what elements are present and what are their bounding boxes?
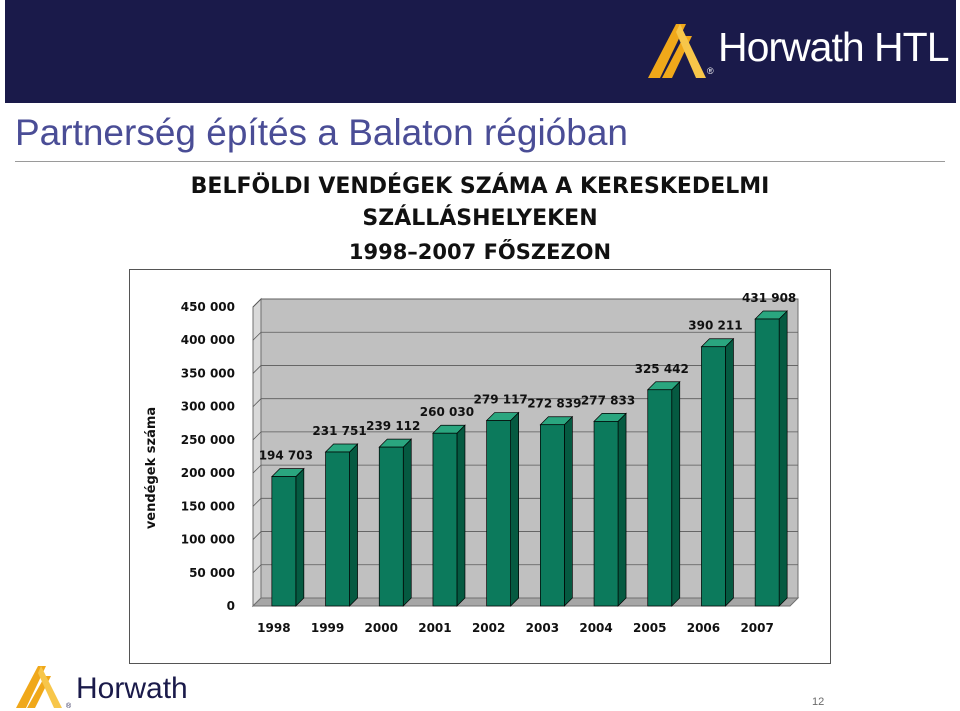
y-tick-label: 300 000 (181, 400, 235, 414)
y-tick-label: 0 (227, 599, 235, 613)
gridline-side (252, 331, 262, 341)
footer-registered-mark: ® (66, 702, 72, 710)
title-divider (15, 161, 945, 162)
bar-side (778, 310, 788, 607)
page-number: 12 (812, 696, 825, 708)
bar (432, 432, 458, 607)
page-title: Partnerség építés a Balaton régióban (15, 112, 628, 153)
gridline-side (252, 564, 262, 574)
x-tick-label: 2001 (418, 621, 451, 635)
x-tick-label: 1999 (311, 621, 344, 635)
gridline-side (252, 298, 262, 308)
bar (540, 424, 565, 607)
horwath-htl-logo (648, 24, 706, 78)
x-tick-label: 2000 (365, 621, 398, 635)
y-tick-label: 150 000 (181, 499, 235, 513)
bar-chart: 0 50 000 100 000 150 000 200 000 250 000 300 0… (144, 291, 800, 635)
x-tick-label: 1998 (257, 621, 290, 635)
data-label: 325 442 (635, 362, 689, 376)
data-label: 231 751 (312, 424, 366, 438)
bar-side (295, 467, 305, 607)
x-tick-label: 2007 (740, 621, 773, 635)
registered-mark: ® (707, 66, 714, 76)
y-tick-label: 350 000 (181, 366, 235, 380)
gridline-side (252, 531, 262, 540)
y-tick-label: 450 000 (181, 300, 235, 314)
x-tick-label: 2003 (526, 621, 559, 635)
bar (701, 346, 726, 607)
x-tick-label: 2004 (579, 621, 612, 635)
y-tick-label: 400 000 (181, 333, 235, 347)
bar-side (456, 424, 466, 607)
chart-title-line-1: BELFÖLDI VENDÉGEK SZÁMA A KERESKEDELMI (190, 174, 770, 199)
data-label: 431 908 (742, 291, 796, 305)
chart-title-line-3: 1998–2007 FŐSZEZON (348, 240, 612, 264)
brand-name: Horwath HTL (718, 24, 950, 70)
bar-side (564, 415, 573, 607)
x-tick-label: 2002 (472, 621, 505, 635)
gridline-side (252, 498, 262, 507)
data-label: 277 833 (581, 393, 635, 407)
bar (325, 451, 350, 607)
horwath-footer-logo: Horwath ® (16, 666, 188, 710)
y-tick-label: 100 000 (181, 533, 235, 547)
bar (754, 318, 780, 607)
bar (647, 389, 673, 607)
bar-side (725, 337, 734, 607)
gridline-side (252, 365, 262, 374)
bar-side (402, 438, 412, 607)
bar (271, 476, 297, 607)
data-label: 272 839 (527, 397, 581, 411)
x-tick-label: 2006 (687, 621, 720, 635)
bar (378, 446, 404, 607)
bar-side (671, 380, 681, 607)
chart-frame: 0 50 000 100 000 150 000 200 000 250 000 300 0… (129, 269, 831, 664)
data-label: 390 211 (688, 319, 742, 333)
y-axis-title: vendégek száma (144, 407, 159, 529)
chart-title-line-2: SZÁLLÁSHELYEKEN (362, 206, 598, 231)
gridline-side (252, 431, 262, 441)
data-label: 260 030 (420, 405, 474, 419)
gridline-side (252, 464, 262, 474)
y-tick-label: 50 000 (189, 566, 235, 580)
footer-brand-text: Horwath (76, 672, 188, 705)
header-band (5, 0, 956, 103)
bar-side (617, 412, 627, 607)
bar-side (349, 443, 358, 607)
bar (486, 420, 511, 607)
y-tick-label: 200 000 (181, 466, 235, 480)
data-label: 239 112 (366, 419, 420, 433)
y-tick-label: 250 000 (181, 433, 235, 447)
bar-side (510, 411, 519, 607)
data-label: 279 117 (474, 393, 528, 407)
data-label: 194 703 (259, 449, 313, 463)
x-tick-label: 2005 (633, 621, 666, 635)
bar (593, 421, 619, 607)
gridline-side (252, 398, 262, 407)
